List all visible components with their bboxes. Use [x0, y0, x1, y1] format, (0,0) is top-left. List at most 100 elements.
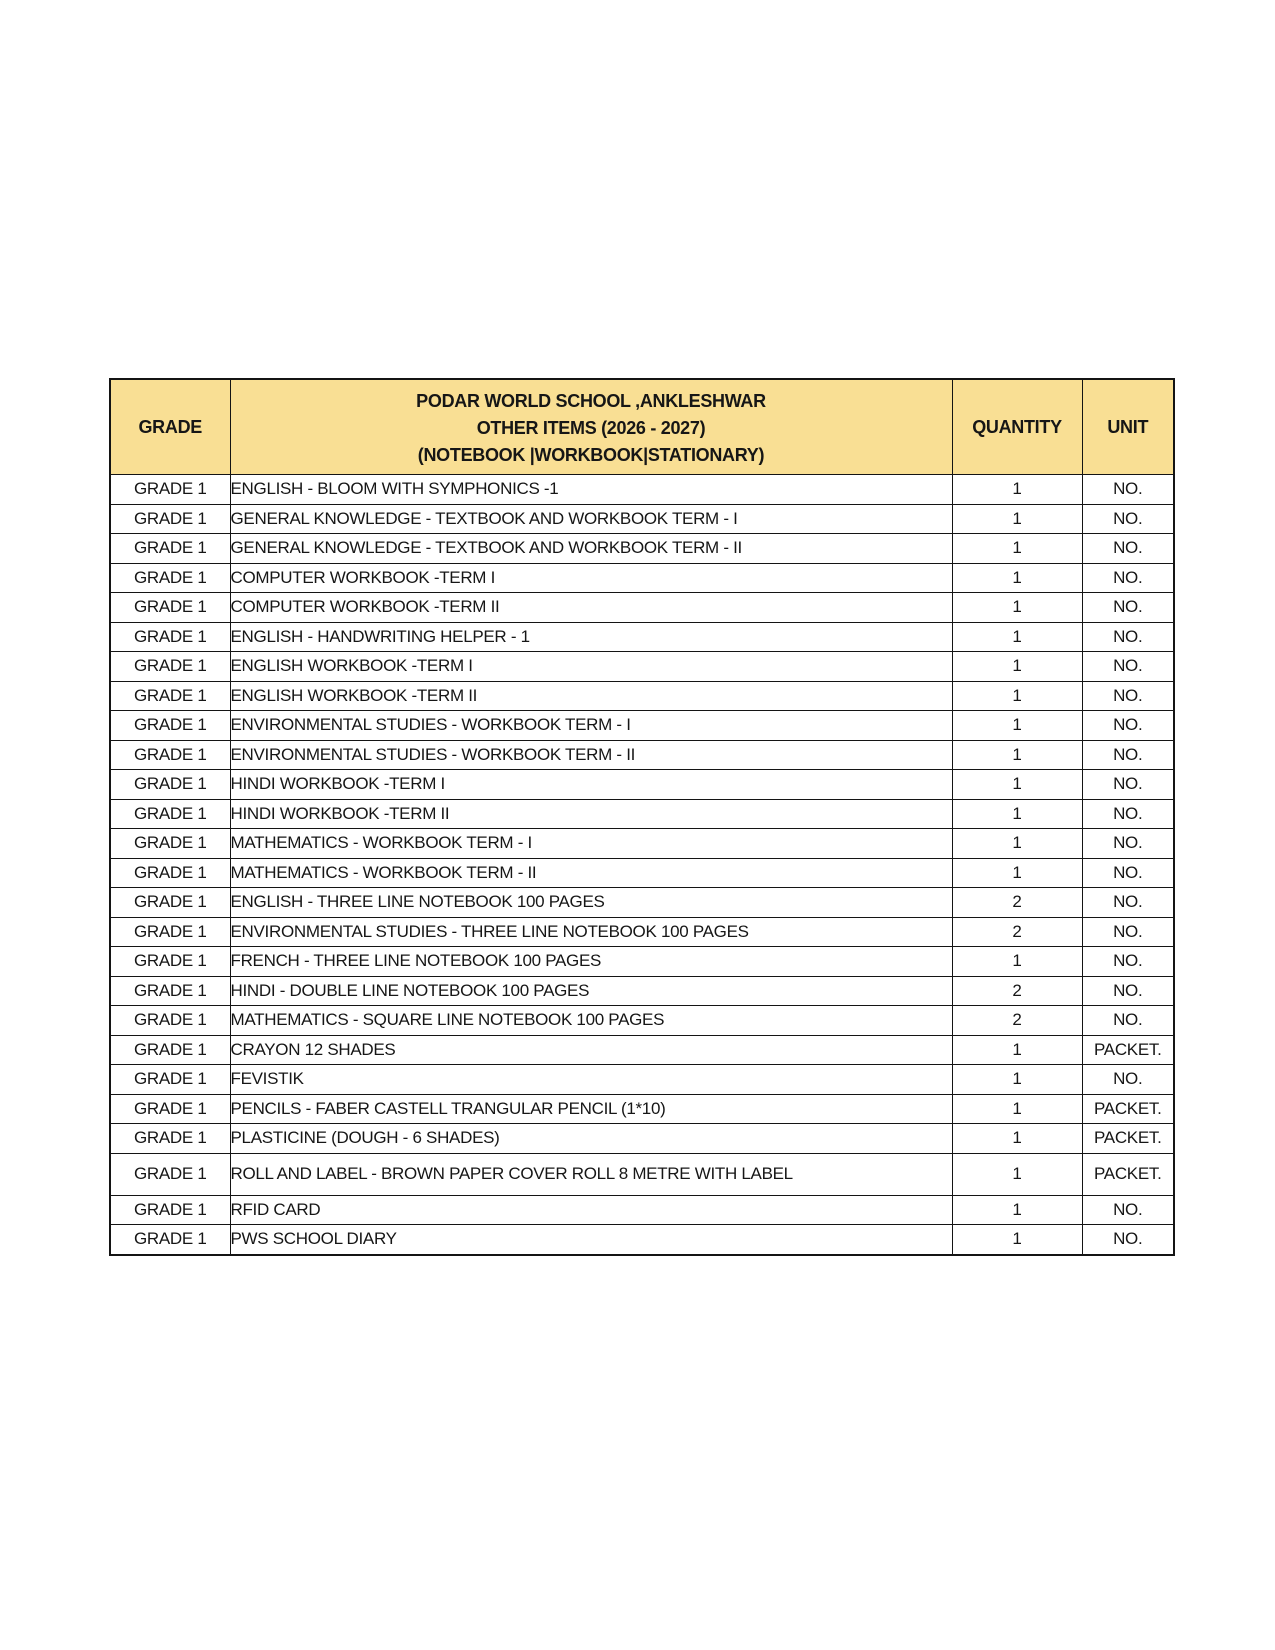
quantity-cell: 1	[951, 562, 1083, 593]
item-cell: MATHEMATICS - WORKBOOK TERM - II	[229, 857, 953, 888]
unit-cell: NO.	[1081, 916, 1175, 947]
item-cell: ENVIRONMENTAL STUDIES - WORKBOOK TERM - …	[229, 739, 953, 770]
unit-cell: NO.	[1081, 710, 1175, 741]
grade-cell: GRADE 1	[109, 474, 231, 505]
grade-cell: GRADE 1	[109, 1123, 231, 1154]
grade-cell: GRADE 1	[109, 680, 231, 711]
item-cell: ENGLISH WORKBOOK -TERM I	[229, 651, 953, 682]
title-stack: PODAR WORLD SCHOOL ,ANKLESHWAR OTHER ITE…	[231, 385, 951, 469]
item-cell: COMPUTER WORKBOOK -TERM I	[229, 562, 953, 593]
grade-cell: GRADE 1	[109, 1194, 231, 1225]
item-cell: MATHEMATICS - SQUARE LINE NOTEBOOK 100 P…	[229, 1005, 953, 1036]
grade-cell: GRADE 1	[109, 651, 231, 682]
item-cell: PLASTICINE (DOUGH - 6 SHADES)	[229, 1123, 953, 1154]
unit-cell: NO.	[1081, 651, 1175, 682]
unit-cell: NO.	[1081, 1005, 1175, 1036]
table-row: GRADE 1 ENGLISH WORKBOOK -TERM II 1 NO.	[109, 680, 1175, 711]
quantity-cell: 1	[951, 769, 1083, 800]
unit-cell: NO.	[1081, 739, 1175, 770]
quantity-cell: 1	[951, 1093, 1083, 1124]
unit-cell: NO.	[1081, 798, 1175, 829]
grade-cell: GRADE 1	[109, 769, 231, 800]
item-cell: PENCILS - FABER CASTELL TRANGULAR PENCIL…	[229, 1093, 953, 1124]
table-row: GRADE 1 ENGLISH - THREE LINE NOTEBOOK 100…	[109, 887, 1175, 918]
item-cell: ENVIRONMENTAL STUDIES - WORKBOOK TERM - …	[229, 710, 953, 741]
table-row: GRADE 1 ENVIRONMENTAL STUDIES - WORKBOOK …	[109, 710, 1175, 741]
table-body: GRADE 1 ENGLISH - BLOOM WITH SYMPHONICS -…	[109, 474, 1175, 1255]
item-cell: CRAYON 12 SHADES	[229, 1034, 953, 1065]
grade-cell: GRADE 1	[109, 946, 231, 977]
table-row: GRADE 1 COMPUTER WORKBOOK -TERM II 1 NO.	[109, 592, 1175, 623]
table-row: GRADE 1 ROLL AND LABEL - BROWN PAPER COVE…	[109, 1152, 1175, 1196]
table-row: GRADE 1 CRAYON 12 SHADES 1 PACKET.	[109, 1034, 1175, 1065]
quantity-cell: 1	[951, 503, 1083, 534]
grade-cell: GRADE 1	[109, 503, 231, 534]
grade-column-header: GRADE	[109, 378, 231, 475]
item-cell: FEVISTIK	[229, 1064, 953, 1095]
grade-cell: GRADE 1	[109, 1064, 231, 1095]
grade-cell: GRADE 1	[109, 562, 231, 593]
quantity-cell: 1	[951, 533, 1083, 564]
table-row: GRADE 1 FRENCH - THREE LINE NOTEBOOK 100 …	[109, 946, 1175, 977]
unit-cell: NO.	[1081, 503, 1175, 534]
unit-cell: NO.	[1081, 533, 1175, 564]
table-row: GRADE 1 PENCILS - FABER CASTELL TRANGULAR…	[109, 1093, 1175, 1124]
title-column-header: PODAR WORLD SCHOOL ,ANKLESHWAR OTHER ITE…	[229, 378, 953, 475]
quantity-cell: 1	[951, 1194, 1083, 1225]
item-cell: ENGLISH - THREE LINE NOTEBOOK 100 PAGES	[229, 887, 953, 918]
item-cell: ENGLISH - BLOOM WITH SYMPHONICS -1	[229, 474, 953, 505]
unit-cell: NO.	[1081, 828, 1175, 859]
table-row: GRADE 1 PWS SCHOOL DIARY 1 NO.	[109, 1224, 1175, 1255]
grade-cell: GRADE 1	[109, 592, 231, 623]
grade-cell: GRADE 1	[109, 621, 231, 652]
unit-cell: PACKET.	[1081, 1034, 1175, 1065]
unit-cell: NO.	[1081, 680, 1175, 711]
quantity-cell: 1	[951, 1034, 1083, 1065]
grade-cell: GRADE 1	[109, 739, 231, 770]
table-row: GRADE 1 GENERAL KNOWLEDGE - TEXTBOOK AND …	[109, 533, 1175, 564]
grade-cell: GRADE 1	[109, 857, 231, 888]
unit-cell: NO.	[1081, 474, 1175, 505]
unit-cell: PACKET.	[1081, 1152, 1175, 1196]
quantity-cell: 2	[951, 887, 1083, 918]
grade-cell: GRADE 1	[109, 828, 231, 859]
grade-cell: GRADE 1	[109, 1093, 231, 1124]
item-cell: HINDI - DOUBLE LINE NOTEBOOK 100 PAGES	[229, 975, 953, 1006]
grade-cell: GRADE 1	[109, 1224, 231, 1255]
unit-cell: NO.	[1081, 562, 1175, 593]
item-cell: MATHEMATICS - WORKBOOK TERM - I	[229, 828, 953, 859]
quantity-cell: 1	[951, 828, 1083, 859]
quantity-cell: 1	[951, 798, 1083, 829]
quantity-cell: 1	[951, 946, 1083, 977]
table-header: GRADE PODAR WORLD SCHOOL ,ANKLESHWAR OTH…	[109, 378, 1175, 475]
quantity-cell: 2	[951, 975, 1083, 1006]
table-row: GRADE 1 ENGLISH - BLOOM WITH SYMPHONICS -…	[109, 474, 1175, 505]
unit-cell: NO.	[1081, 592, 1175, 623]
item-cell: GENERAL KNOWLEDGE - TEXTBOOK AND WORKBOO…	[229, 533, 953, 564]
grade-cell: GRADE 1	[109, 916, 231, 947]
table-row: GRADE 1 MATHEMATICS - SQUARE LINE NOTEBOO…	[109, 1005, 1175, 1036]
quantity-cell: 1	[951, 739, 1083, 770]
quantity-cell: 1	[951, 680, 1083, 711]
quantity-cell: 1	[951, 710, 1083, 741]
quantity-cell: 1	[951, 592, 1083, 623]
item-cell: GENERAL KNOWLEDGE - TEXTBOOK AND WORKBOO…	[229, 503, 953, 534]
unit-cell: PACKET.	[1081, 1093, 1175, 1124]
quantity-cell: 1	[951, 1064, 1083, 1095]
list-title: OTHER ITEMS (2026 - 2027)	[476, 418, 706, 438]
list-subtitle: (NOTEBOOK |WORKBOOK|STATIONARY)	[417, 445, 765, 465]
table-row: GRADE 1 GENERAL KNOWLEDGE - TEXTBOOK AND …	[109, 503, 1175, 534]
table-row: GRADE 1 FEVISTIK 1 NO.	[109, 1064, 1175, 1095]
school-title: PODAR WORLD SCHOOL ,ANKLESHWAR	[416, 391, 766, 411]
item-cell: ENGLISH - HANDWRITING HELPER - 1	[229, 621, 953, 652]
unit-cell: NO.	[1081, 621, 1175, 652]
quantity-cell: 1	[951, 1152, 1083, 1196]
booklist-table: GRADE PODAR WORLD SCHOOL ,ANKLESHWAR OTH…	[109, 378, 1175, 1256]
grade-cell: GRADE 1	[109, 710, 231, 741]
table-row: GRADE 1 HINDI - DOUBLE LINE NOTEBOOK 100 …	[109, 975, 1175, 1006]
grade-cell: GRADE 1	[109, 533, 231, 564]
unit-cell: NO.	[1081, 946, 1175, 977]
